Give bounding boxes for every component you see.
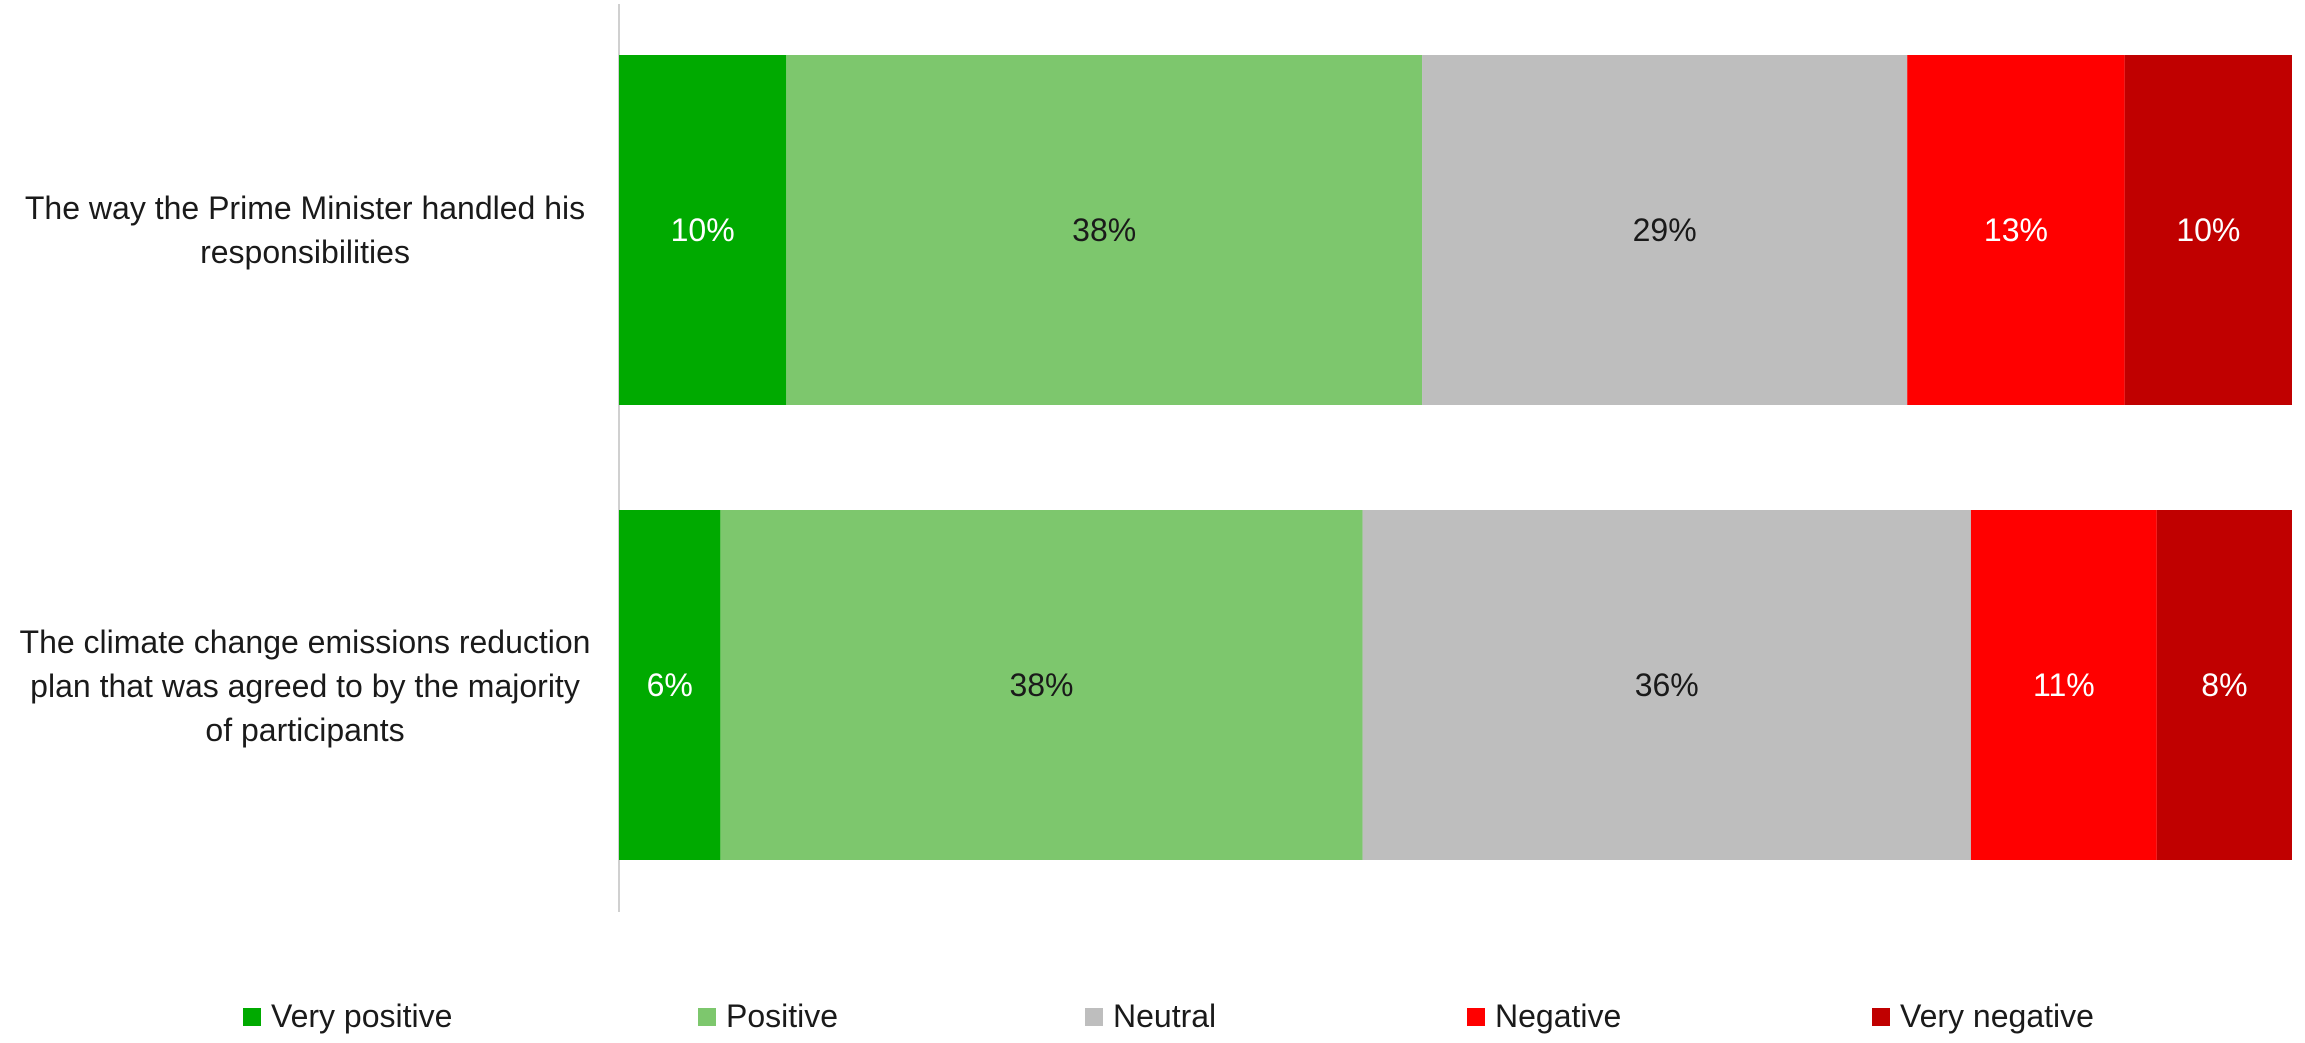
- category-label-climate-plan: The climate change emissions reduction p…: [10, 620, 600, 752]
- bar-segment-positive: [720, 510, 1363, 860]
- bar-segment-negative: [1907, 55, 2125, 405]
- legend-swatch: [243, 1007, 261, 1026]
- legend-label: Very negative: [1900, 998, 2094, 1034]
- legend-label: Very positive: [271, 998, 453, 1034]
- data-label: 36%: [1635, 667, 1699, 703]
- data-label: 38%: [1009, 667, 1073, 703]
- bar-segment-positive: [786, 55, 1423, 405]
- legend-item-neutral: Neutral: [1085, 998, 1216, 1035]
- chart-legend: Very positive Positive Neutral Negative …: [0, 998, 2305, 1042]
- legend-label: Positive: [726, 998, 839, 1034]
- bar-segment-neutral: [1362, 510, 1971, 860]
- data-label: 8%: [2201, 667, 2247, 703]
- bar-segment-very-negative: [2124, 55, 2292, 405]
- category-label-line: The climate change emissions reduction: [19, 624, 591, 660]
- data-label: 13%: [1984, 212, 2048, 248]
- legend-item-very-positive: Very positive: [243, 998, 452, 1035]
- bar-segment-very-negative: [2156, 510, 2292, 860]
- data-label: 10%: [2176, 212, 2240, 248]
- data-label: 29%: [1633, 212, 1697, 248]
- category-label-prime-minister: The way the Prime Minister handled his r…: [10, 186, 600, 274]
- legend-label: Neutral: [1113, 998, 1217, 1034]
- data-label: 38%: [1072, 212, 1136, 248]
- bar-segment-neutral: [1422, 55, 1908, 405]
- category-label-line: The way the Prime Minister handled his: [24, 190, 586, 226]
- category-label-line: of participants: [205, 712, 405, 748]
- legend-item-positive: Positive: [698, 998, 838, 1035]
- data-label: 11%: [2033, 667, 2095, 703]
- category-label-line: responsibilities: [200, 234, 410, 270]
- legend-swatch: [1872, 1007, 1890, 1026]
- legend-swatch: [698, 1007, 716, 1026]
- data-label: 10%: [671, 212, 735, 248]
- bar-segment-very-positive: [619, 55, 787, 405]
- bar-segment-negative: [1970, 510, 2157, 860]
- bar-segment-very-positive: [619, 510, 721, 860]
- legend-swatch: [1467, 1007, 1485, 1026]
- legend-swatch: [1085, 1007, 1103, 1026]
- legend-item-very-negative: Very negative: [1872, 998, 2094, 1035]
- legend-label: Negative: [1495, 998, 1622, 1034]
- legend-item-negative: Negative: [1467, 998, 1621, 1035]
- category-label-line: plan that was agreed to by the majority: [30, 668, 580, 704]
- data-label: 6%: [647, 667, 693, 703]
